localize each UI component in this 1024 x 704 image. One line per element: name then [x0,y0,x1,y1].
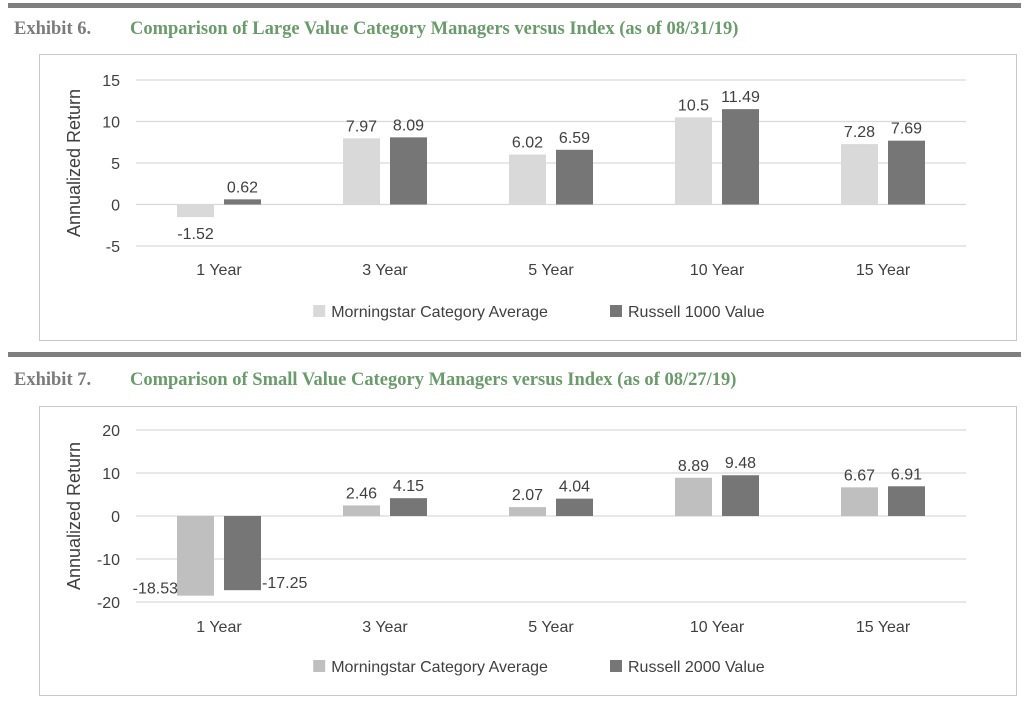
data-label: 7.28 [844,124,875,141]
data-label: 7.97 [346,118,377,135]
bar-category-average [509,507,546,516]
bar-category-average [177,516,214,596]
legend-label: Morningstar Category Average [331,659,548,676]
bar-index [722,475,759,516]
bar-index [390,498,427,516]
bar-index [888,486,925,516]
section-rule-top [8,3,1021,8]
legend-label: Russell 2000 Value [628,659,765,676]
x-category-label: 15 Year [856,619,911,636]
x-category-label: 5 Year [528,619,574,636]
y-tick-label: -5 [106,239,120,256]
data-label: -18.53 [133,581,178,598]
legend-swatch [610,305,622,317]
data-label: 2.46 [346,485,377,502]
data-label: 4.15 [393,478,424,495]
exhibit-6-chart-frame: -5 0 5 10 15 Annualized Return -1.52 0.62 1 Year… [39,54,1017,341]
y-axis-title: Annualized Return [64,442,84,590]
bar-index [722,109,759,205]
y-tick-label: 0 [111,509,120,526]
bar-index [556,149,593,205]
y-tick-label: 10 [102,466,120,483]
legend-swatch [610,660,622,672]
data-label: -17.25 [262,575,307,592]
data-label: 10.5 [678,97,709,114]
y-tick-label: 10 [102,115,120,132]
y-tick-label: 0 [111,198,120,215]
exhibit-7-title: Comparison of Small Value Category Manag… [130,370,737,390]
bar-category-average [343,138,380,205]
y-tick-label: 5 [111,156,120,173]
exhibit-6-title: Comparison of Large Value Category Manag… [130,19,739,39]
bar-category-average [841,487,878,516]
data-label: 6.02 [512,135,543,152]
exhibit-7-label: Exhibit 7. [14,370,92,390]
bar-index [556,498,593,516]
data-label: 2.07 [512,487,543,504]
x-category-label: 1 Year [196,262,242,279]
exhibit-7-chart-frame: -20 -10 0 10 20 Annualized Return -18.53 -17.25… [39,406,1017,696]
exhibit-7-chart: -20 -10 0 10 20 Annualized Return -18.53 -17.25… [64,423,966,676]
data-label: 6.67 [844,467,875,484]
bar-category-average [675,477,712,516]
legend-swatch [313,305,326,317]
bar-category-average [509,154,546,205]
data-label: 6.59 [559,130,590,147]
exhibit-6-label: Exhibit 6. [14,19,92,39]
x-category-label: 10 Year [690,619,745,636]
data-label: 8.09 [393,117,424,134]
x-category-label: 10 Year [690,262,745,279]
exhibit-6-chart: -5 0 5 10 15 Annualized Return -1.52 0.62 1 Year… [64,73,966,321]
data-label: -1.52 [177,226,214,243]
y-tick-label: 15 [102,73,120,90]
data-label: 6.91 [891,466,922,483]
legend-label: Russell 1000 Value [628,304,765,321]
x-category-label: 1 Year [196,619,242,636]
y-tick-label: -20 [97,595,120,612]
bar-index [224,199,261,205]
y-axis-title: Annualized Return [64,89,84,237]
bar-index [224,516,261,591]
legend-swatch [313,660,326,672]
y-tick-label: -10 [97,552,120,569]
legend-label: Morningstar Category Average [331,304,548,321]
exhibit-7-heading: Exhibit 7. Comparison of Small Value Cate… [14,370,736,394]
bar-category-average [177,204,214,218]
bar-index [888,140,925,205]
exhibit-6-heading: Exhibit 6. Comparison of Large Value Cate… [14,19,738,43]
x-category-label: 3 Year [362,262,408,279]
x-category-label: 15 Year [856,262,911,279]
x-category-label: 3 Year [362,619,408,636]
bar-category-average [343,505,380,516]
data-label: 7.69 [891,121,922,138]
bar-category-average [841,144,878,205]
data-label: 9.48 [725,455,756,472]
data-label: 11.49 [721,89,760,106]
bar-index [390,137,427,205]
y-tick-label: 20 [102,423,120,440]
data-label: 0.62 [227,179,258,196]
x-category-label: 5 Year [528,262,574,279]
bar-category-average [675,117,712,205]
data-label: 8.89 [678,458,709,475]
data-label: 4.04 [559,479,590,496]
section-rule-middle [8,352,1021,357]
